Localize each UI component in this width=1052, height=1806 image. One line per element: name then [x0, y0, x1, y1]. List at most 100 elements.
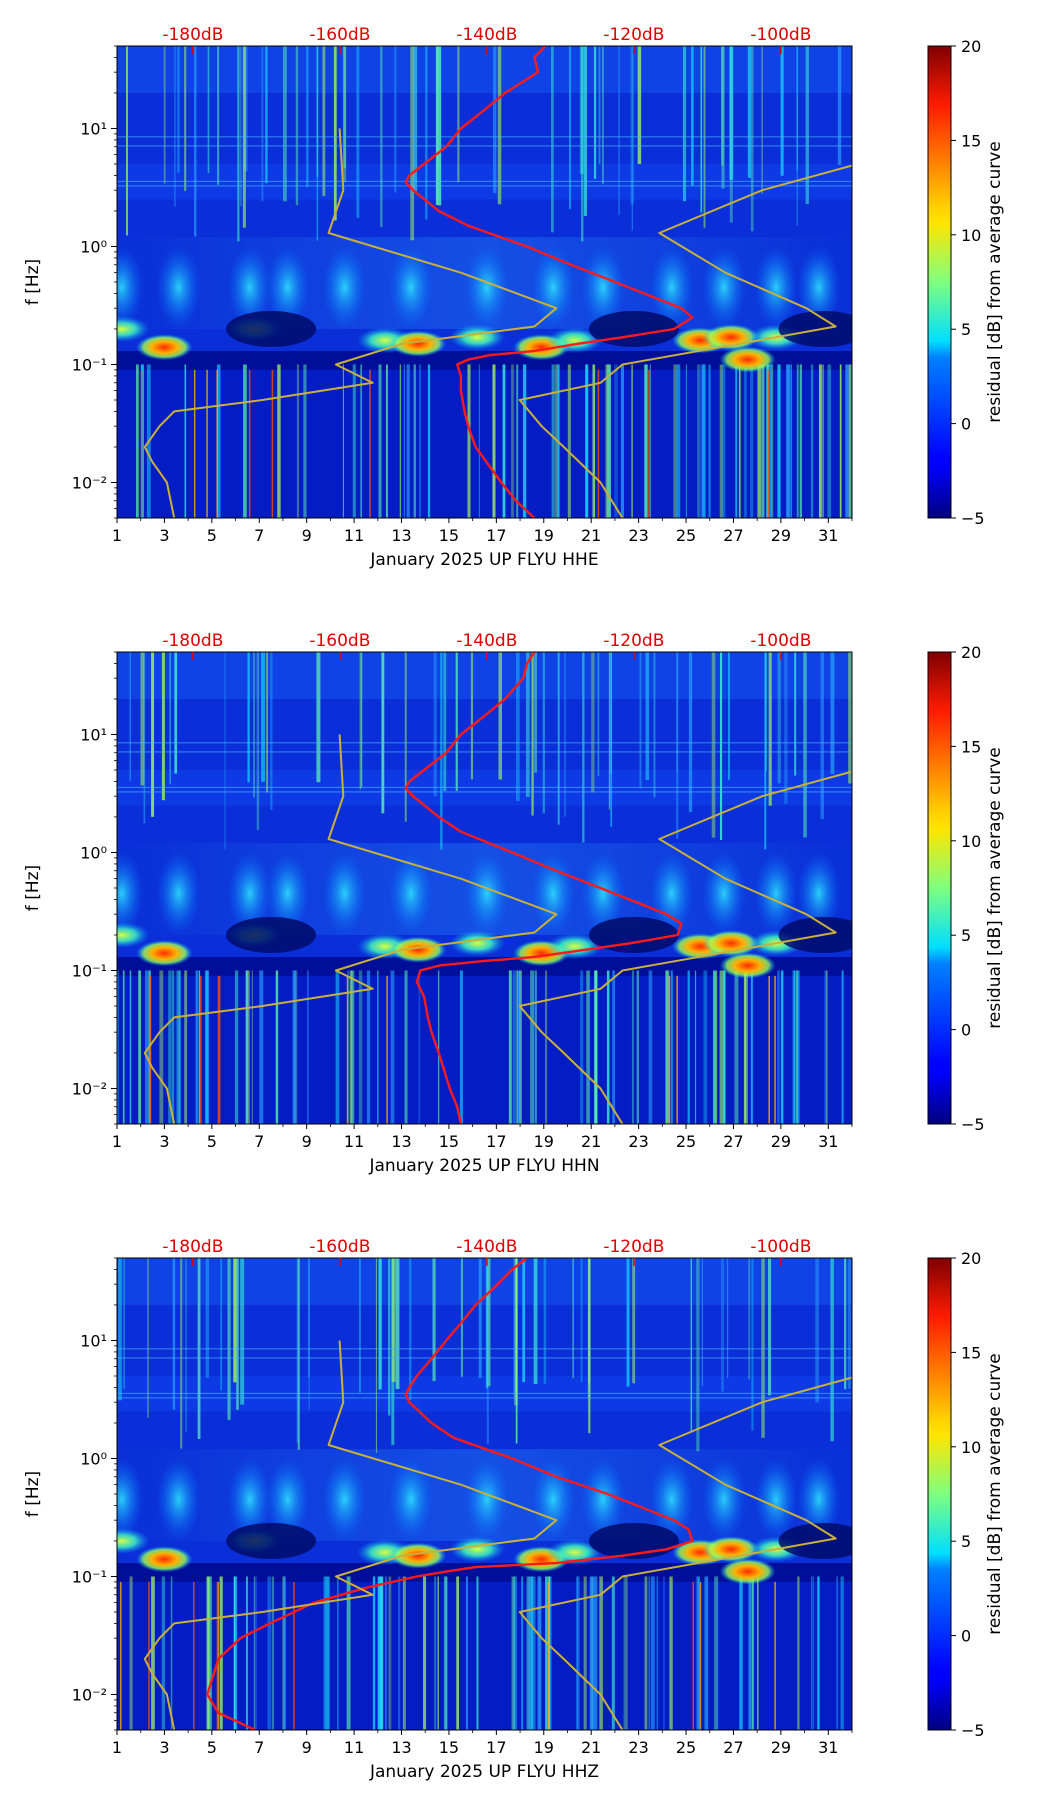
heatmap-streak — [810, 1576, 813, 1730]
y-tick-label: 10¹ — [80, 1331, 107, 1350]
heatmap-streak — [316, 46, 319, 241]
heatmap — [117, 1258, 852, 1730]
heatmap-streak — [618, 46, 620, 215]
heatmap-blob — [778, 1522, 852, 1559]
x-tick-label: 3 — [159, 1132, 169, 1151]
heatmap-streak — [172, 1258, 176, 1410]
heatmap-blob — [701, 1457, 746, 1542]
heatmap-blob — [701, 245, 746, 330]
heatmap-blob — [322, 851, 367, 936]
heatmap-streak — [542, 652, 545, 814]
heatmap-streak — [645, 652, 650, 781]
heatmap-streak — [581, 46, 584, 242]
x-tick-label: 15 — [439, 1738, 459, 1757]
x-tick-label: 7 — [254, 1132, 264, 1151]
x-tick-label: 13 — [391, 1738, 411, 1757]
heatmap-blob — [136, 940, 193, 967]
heatmap-streak — [224, 652, 226, 850]
heatmap-streak — [780, 46, 784, 176]
heatmap-line — [117, 742, 852, 744]
heatmap-streak — [406, 364, 410, 518]
heatmap-line — [117, 145, 852, 147]
heatmap-streak — [780, 970, 784, 1124]
heatmap-streak — [723, 970, 726, 1124]
y-tick-label: 10⁻² — [72, 1685, 107, 1704]
heatmap-streak — [247, 652, 250, 783]
heatmap-streak — [457, 46, 460, 183]
heatmap-blob — [464, 851, 509, 936]
colorbar-tick-label: 15 — [961, 737, 981, 756]
heatmap-streak — [599, 1576, 603, 1730]
heatmap-streak — [644, 364, 648, 518]
heatmap-streak — [140, 364, 144, 518]
y-axis-label: f [Hz] — [23, 865, 43, 911]
heatmap-streak — [220, 1258, 223, 1391]
heatmap-streak — [184, 970, 188, 1124]
heatmap-streak — [185, 1258, 187, 1432]
x-tick-label: 15 — [439, 526, 459, 545]
heatmap-streak — [375, 1258, 378, 1453]
x-tick-label: 25 — [676, 1132, 696, 1151]
x-tick-label: 5 — [207, 526, 217, 545]
heatmap-streak — [726, 1258, 729, 1378]
heatmap-streak — [175, 970, 178, 1124]
x-tick-label: 31 — [818, 1738, 838, 1757]
heatmap-streak — [272, 1576, 274, 1730]
heatmap-streak — [180, 1258, 183, 1449]
heatmap-blob — [778, 310, 852, 347]
db-scale-label: -180dB — [162, 631, 223, 651]
heatmap-streak — [768, 364, 772, 518]
heatmap-streak — [649, 364, 651, 518]
heatmap-streak — [805, 46, 809, 205]
colorbar-tick-label: −5 — [961, 1115, 985, 1134]
heatmap-streak — [297, 1258, 300, 1450]
heatmap-streak — [502, 364, 506, 518]
heatmap-streak — [356, 46, 360, 218]
heatmap-streak — [836, 1576, 838, 1730]
heatmap-line — [117, 786, 852, 789]
heatmap-streak — [161, 1576, 166, 1730]
spectrogram-panel-hhz: 1 3 5 7 9 11 13 15 17 19 21 23 25 27 29 3110⁻²10⁻¹10⁰10… — [23, 1237, 1005, 1782]
heatmap-streak — [665, 970, 669, 1124]
heatmap-streak — [545, 970, 548, 1124]
heatmap-streak — [335, 970, 340, 1124]
db-scale-label: -160dB — [309, 1237, 370, 1257]
heatmap-streak — [129, 1576, 133, 1730]
heatmap-streak — [478, 1258, 482, 1379]
heatmap-streak — [459, 970, 463, 1124]
heatmap-streak — [402, 1576, 406, 1730]
heatmap-streak — [803, 652, 807, 838]
heatmap-line — [117, 751, 852, 753]
heatmap-streak — [129, 970, 132, 1124]
heatmap-streak — [827, 364, 832, 518]
heatmap-streak — [253, 1576, 256, 1730]
heatmap-streak — [597, 369, 600, 518]
heatmap-streak — [404, 652, 407, 822]
heatmap-streak — [744, 364, 747, 518]
heatmap-blob — [588, 310, 679, 347]
heatmap-streak — [719, 364, 723, 518]
heatmap-streak — [648, 369, 650, 518]
heatmap-streak — [293, 1581, 295, 1730]
heatmap-streak — [572, 1258, 574, 1379]
nlnm-curve — [143, 128, 558, 518]
heatmap-streak — [513, 1576, 518, 1730]
heatmap-streak — [757, 1576, 759, 1730]
heatmap-streak — [697, 1576, 700, 1730]
heatmap-streak — [743, 970, 747, 1124]
heatmap-blob — [156, 851, 201, 936]
heatmap-streak — [295, 46, 299, 206]
y-tick-label: 10¹ — [80, 725, 107, 744]
heatmap-streak — [844, 1258, 847, 1390]
heatmap-blob — [754, 245, 799, 330]
heatmap-streak — [688, 970, 690, 1124]
heatmap-streak — [404, 970, 408, 1124]
heatmap-streak — [747, 46, 752, 178]
heatmap-streak — [606, 970, 610, 1124]
y-tick-label: 10⁻¹ — [72, 355, 107, 374]
heatmap-streak — [292, 970, 296, 1124]
heatmap-streak — [140, 652, 145, 786]
heatmap-blob — [265, 1457, 310, 1542]
heatmap-streak — [227, 1258, 231, 1420]
x-tick-label: 19 — [534, 1132, 554, 1151]
